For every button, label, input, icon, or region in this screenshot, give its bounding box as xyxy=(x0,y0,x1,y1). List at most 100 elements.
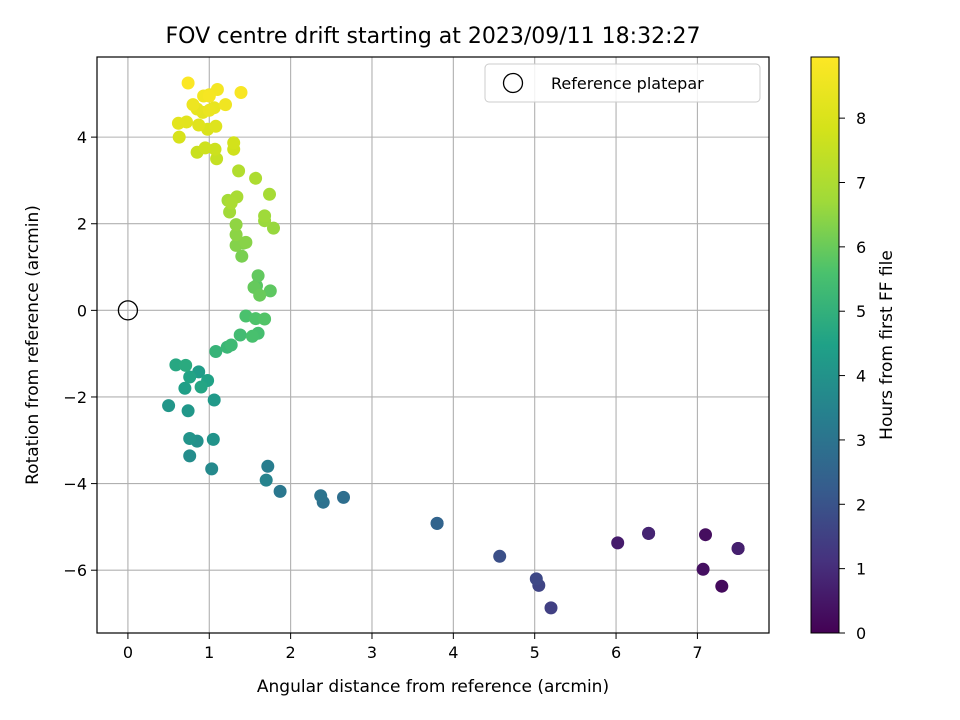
data-point xyxy=(229,228,243,242)
x-tick-label: 4 xyxy=(448,643,458,662)
data-point xyxy=(258,312,272,326)
data-point xyxy=(209,345,223,358)
data-point xyxy=(181,404,195,418)
colorbar-tick-label: 7 xyxy=(856,173,866,192)
y-tick-label: −2 xyxy=(63,388,87,407)
data-point xyxy=(169,358,183,372)
data-point xyxy=(715,579,729,593)
data-point xyxy=(337,490,350,504)
colorbar-label: Hours from first FF file xyxy=(877,250,897,440)
x-tick-label: 6 xyxy=(611,643,621,662)
x-ticks: 0 1 2 3 4 5 6 7 xyxy=(123,633,703,662)
data-point xyxy=(186,98,200,112)
data-point xyxy=(263,187,276,201)
legend: Reference platepar xyxy=(484,63,761,103)
y-tick-label: −6 xyxy=(63,561,87,580)
data-point xyxy=(263,284,277,298)
data-point xyxy=(696,562,710,576)
data-point xyxy=(232,164,246,178)
reference-marker-group xyxy=(117,300,139,321)
colorbar-tick-label: 6 xyxy=(856,238,866,257)
data-point xyxy=(192,118,206,132)
data-point xyxy=(245,329,259,343)
x-tick-label: 7 xyxy=(692,643,702,662)
data-point xyxy=(183,449,197,463)
colorbar-tick-label: 1 xyxy=(856,560,866,579)
data-point xyxy=(229,218,243,232)
data-point xyxy=(227,136,241,150)
data-point xyxy=(210,152,224,166)
data-point xyxy=(249,171,263,185)
colorbar-tick-label: 2 xyxy=(856,495,866,514)
data-point xyxy=(731,542,745,555)
plot-frame xyxy=(96,56,770,634)
data-point xyxy=(314,489,328,503)
data-point xyxy=(253,288,267,302)
data-point xyxy=(224,338,238,352)
data-point xyxy=(224,196,238,210)
data-point xyxy=(183,370,197,384)
legend-reference-marker xyxy=(502,72,524,94)
x-tick-label: 3 xyxy=(367,643,377,662)
data-point xyxy=(493,549,507,563)
data-points xyxy=(162,76,745,615)
reference-platepar-marker xyxy=(117,300,139,321)
data-point xyxy=(261,459,275,473)
y-axis-label: Rotation from reference (arcmin) xyxy=(23,205,43,485)
y-ticks: −6 −4 −2 0 2 4 xyxy=(63,128,97,580)
data-point xyxy=(208,142,222,156)
data-point xyxy=(219,98,232,112)
data-point xyxy=(273,484,287,498)
data-point xyxy=(207,393,221,407)
x-tick-label: 0 xyxy=(123,643,133,662)
data-point xyxy=(529,572,543,586)
data-point xyxy=(178,381,192,395)
x-tick-label: 5 xyxy=(530,643,540,662)
data-point xyxy=(209,119,223,133)
colorbar-tick-label: 5 xyxy=(856,302,866,321)
y-tick-label: 0 xyxy=(77,301,87,320)
x-tick-label: 1 xyxy=(204,643,214,662)
data-point xyxy=(234,86,248,99)
data-point xyxy=(206,432,220,446)
data-point xyxy=(179,358,193,372)
data-point xyxy=(235,249,249,263)
data-point xyxy=(198,141,212,155)
colorbar-tick-label: 3 xyxy=(856,431,866,450)
data-point xyxy=(642,526,656,540)
colorbar xyxy=(810,56,840,634)
data-point xyxy=(544,601,558,615)
data-point xyxy=(202,103,216,117)
data-point xyxy=(162,399,176,413)
data-point xyxy=(239,235,253,249)
y-tick-label: 2 xyxy=(77,215,87,234)
data-point xyxy=(202,89,216,103)
y-tick-label: 4 xyxy=(77,128,87,147)
data-point xyxy=(172,130,186,144)
data-point xyxy=(430,516,444,530)
x-axis-label: Angular distance from reference (arcmin) xyxy=(257,677,609,697)
data-point xyxy=(233,328,247,342)
legend-box xyxy=(484,63,761,103)
y-tick-label: −4 xyxy=(63,475,87,494)
colorbar-tick-label: 8 xyxy=(856,109,866,128)
data-point xyxy=(181,76,195,90)
data-point xyxy=(611,536,625,550)
data-point xyxy=(267,221,280,235)
data-point xyxy=(194,380,208,394)
colorbar-tick-label: 0 xyxy=(856,624,866,643)
chart-title: FOV centre drift starting at 2023/09/11 … xyxy=(166,24,701,49)
data-point xyxy=(699,528,712,542)
legend-entry-reference: Reference platepar xyxy=(551,74,704,93)
data-point xyxy=(171,116,185,130)
x-tick-label: 2 xyxy=(286,643,296,662)
data-point xyxy=(251,269,265,283)
data-point xyxy=(205,462,219,476)
data-point xyxy=(229,238,243,252)
data-point xyxy=(258,209,272,223)
data-point xyxy=(259,473,273,487)
colorbar-ticks: 0 1 2 3 4 5 6 7 8 xyxy=(839,109,866,643)
colorbar-tick-label: 4 xyxy=(856,367,866,386)
data-point xyxy=(183,432,197,445)
